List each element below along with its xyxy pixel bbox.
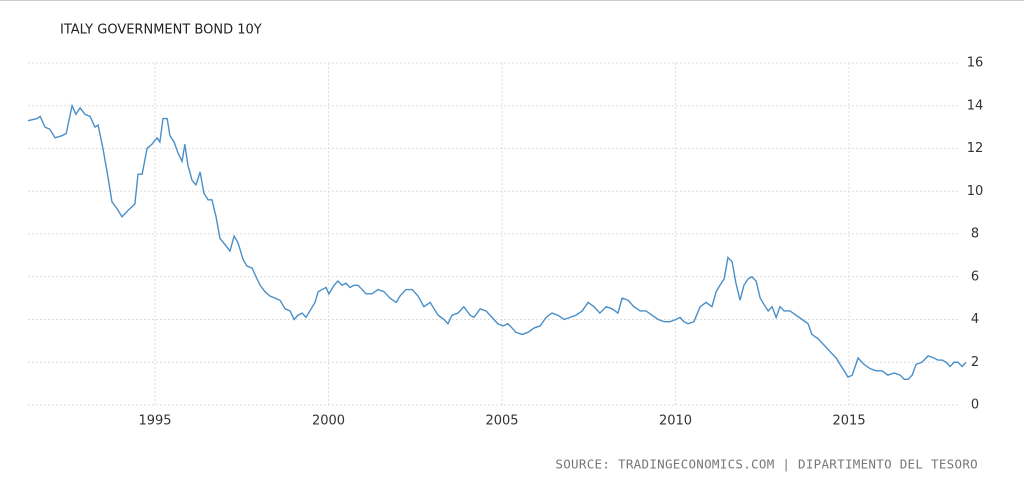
- y-tick-label: 14: [967, 98, 984, 113]
- x-tick-label: 2015: [833, 414, 866, 429]
- y-tick-label: 2: [971, 355, 979, 370]
- data-line: [27, 103, 967, 381]
- y-tick-label: 8: [971, 227, 979, 242]
- x-tick-label: 2010: [659, 414, 692, 429]
- x-tick-label: 2005: [485, 414, 518, 429]
- x-tick-label: 2000: [312, 414, 345, 429]
- x-tick-label: 1995: [138, 414, 171, 429]
- y-tick-label: 16: [967, 56, 984, 71]
- y-tick-label: 12: [967, 141, 984, 156]
- y-tick-label: 10: [967, 184, 984, 199]
- y-tick-label: 4: [971, 312, 979, 327]
- chart-title: ITALY GOVERNMENT BOND 10Y: [60, 23, 262, 38]
- y-tick-label: 6: [971, 269, 979, 284]
- source: SOURCE: TRADINGECONOMICS.COM | DIPARTIME…: [555, 457, 978, 472]
- y-tick-label: 0: [971, 398, 979, 413]
